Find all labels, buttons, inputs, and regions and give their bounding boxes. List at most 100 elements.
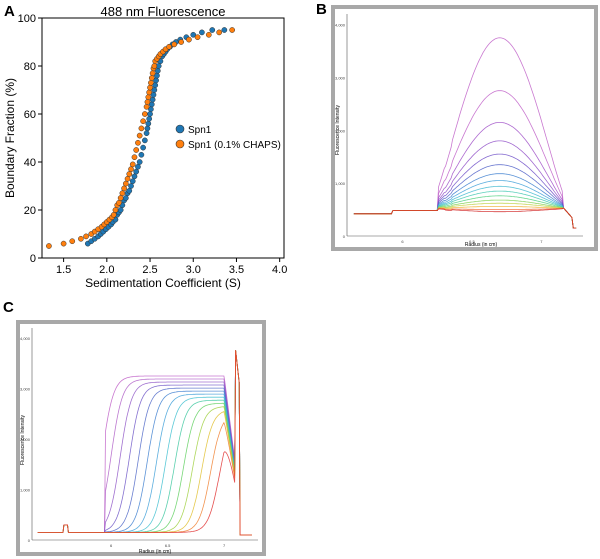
panel-c-y-axis-label: Fluorescence Intensity bbox=[20, 414, 26, 465]
panel-a-y-ticks: 0 20 40 60 80 100 bbox=[18, 13, 42, 265]
panel-a-point-spn1 bbox=[117, 207, 124, 213]
panel-a-point-spn1-chaps bbox=[116, 199, 122, 206]
panel-a-point-spn1-chaps bbox=[126, 171, 133, 177]
panel-c-x-tick-label: 6 bbox=[110, 543, 113, 548]
panel-a-point-spn1-chaps bbox=[143, 103, 150, 110]
panel-a-point-spn1 bbox=[209, 27, 216, 33]
panel-a-point-spn1-chaps bbox=[194, 34, 201, 41]
panel-b-axes: 0 1,000 2,000 3,000 4,000 6 6.5 7 bbox=[335, 14, 583, 244]
panel-a-point-spn1 bbox=[143, 130, 150, 137]
panel-c-y-tick-label: 3,000 bbox=[20, 387, 31, 392]
panel-c-x-axis-label: Radius (in cm) bbox=[139, 549, 172, 555]
panel-a-point-spn1-chaps bbox=[131, 154, 138, 161]
panel-a-point-spn1 bbox=[128, 183, 134, 189]
panel-a-point-spn1-chaps bbox=[229, 27, 235, 33]
panel-a-point-spn1 bbox=[135, 163, 141, 170]
panel-c-letter: C bbox=[3, 299, 14, 316]
panel-a-y-axis-label: Boundary Fraction (%) bbox=[3, 78, 17, 198]
panel-a-point-spn1-chaps bbox=[60, 240, 67, 247]
legend-label-spn1: Spn1 bbox=[188, 125, 212, 136]
panel-c-x-tick-label: 6.5 bbox=[165, 543, 171, 548]
panel-a-point-spn1-chaps bbox=[140, 118, 146, 125]
panel-a-point-spn1-chaps bbox=[145, 94, 152, 101]
panel-a-point-spn1-chaps bbox=[146, 89, 153, 96]
panel-a-points bbox=[46, 27, 235, 249]
panel-a-point-spn1 bbox=[190, 31, 197, 38]
panel-a-x-tick-label: 3.5 bbox=[229, 264, 244, 276]
panel-a-letter: A bbox=[4, 3, 15, 20]
panel-a-y-tick-label: 100 bbox=[18, 13, 36, 25]
panel-c-y-tick-label: 2,000 bbox=[20, 437, 31, 442]
panel-a-y-tick-label: 20 bbox=[24, 205, 36, 217]
panel-b-x-tick-label: 7 bbox=[540, 239, 543, 244]
panel-a-point-spn1-chaps bbox=[117, 195, 124, 201]
panel-c-scans bbox=[37, 350, 252, 536]
panel-a-point-spn1-chaps bbox=[46, 243, 52, 249]
panel-b-x-tick-label: 6 bbox=[401, 239, 404, 244]
panel-a-x-tick-label: 2.5 bbox=[142, 264, 157, 276]
panel-a-point-spn1-chaps bbox=[112, 207, 119, 213]
panel-a-point-spn1-chaps bbox=[135, 139, 141, 146]
panel-a-point-spn1-chaps bbox=[142, 111, 148, 117]
panel-a-point-spn1 bbox=[136, 159, 143, 165]
panel-a-point-spn1-chaps bbox=[110, 211, 117, 218]
panel-a-point-spn1-chaps bbox=[149, 70, 156, 77]
panel-a-title: 488 nm Fluorescence bbox=[100, 4, 225, 19]
panel-a-point-spn1-chaps bbox=[144, 99, 151, 105]
panel-c-scan-line bbox=[37, 350, 252, 536]
panel-a-point-spn1 bbox=[147, 111, 153, 117]
panel-a-point-spn1-chaps bbox=[133, 147, 140, 153]
panel-c-y-tick-label: 1,000 bbox=[20, 488, 31, 493]
legend-marker-spn1-chaps bbox=[175, 139, 185, 149]
panel-a-point-spn1-chaps bbox=[148, 79, 154, 86]
panel-a-point-spn1-chaps bbox=[171, 41, 178, 48]
panel-a-point-spn1-chaps bbox=[122, 180, 129, 187]
panel-a-legend: Spn1 Spn1 (0.1% CHAPS) bbox=[175, 124, 281, 151]
panel-a-point-spn1-chaps bbox=[216, 29, 223, 36]
panel-a-point-spn1-chaps bbox=[129, 161, 136, 168]
panel-a-point-spn1-chaps bbox=[83, 233, 89, 240]
panel-b-letter: B bbox=[316, 1, 327, 18]
panel-a-point-spn1 bbox=[129, 178, 136, 185]
panel-b-y-tick-label: 2,000 bbox=[335, 128, 346, 133]
panel-a-point-spn1-chaps bbox=[178, 39, 184, 45]
panel-c-x-tick-label: 7 bbox=[223, 543, 226, 548]
panel-a-y-tick-label: 60 bbox=[24, 109, 36, 121]
panel-b-x-tick-label: 6.5 bbox=[469, 239, 475, 244]
panel-a-point-spn1-chaps bbox=[166, 43, 172, 50]
legend-label-spn1-chaps: Spn1 (0.1% CHAPS) bbox=[188, 140, 281, 151]
panel-a-point-spn1-chaps bbox=[186, 36, 192, 43]
panel-a-point-spn1-chaps bbox=[151, 63, 158, 69]
panel-c-y-tick-label: 4,000 bbox=[20, 336, 31, 341]
panel-c-plot-area bbox=[20, 324, 262, 552]
panel-c-axes: 0 1,000 2,000 3,000 4,000 6 6.5 7 bbox=[20, 328, 258, 548]
panel-a-point-spn1 bbox=[122, 195, 129, 201]
panel-a-point-spn1 bbox=[145, 120, 152, 127]
panel-a-point-spn1-chaps bbox=[138, 125, 145, 132]
panel-a-point-spn1-chaps bbox=[78, 235, 84, 242]
panel-b-y-axis-label: Fluorescence Intensity bbox=[335, 104, 341, 155]
panel-a-x-tick-label: 1.5 bbox=[56, 264, 71, 276]
panel-a-x-tick-label: 3.0 bbox=[186, 264, 201, 276]
panel-a-point-spn1-chaps bbox=[69, 238, 76, 245]
panel-a-point-spn1 bbox=[140, 144, 146, 151]
panel-a-y-tick-label: 80 bbox=[24, 61, 36, 73]
panel-a-point-spn1-chaps bbox=[124, 175, 131, 182]
panel-a-point-spn1 bbox=[133, 168, 140, 175]
panel-a-x-ticks: 1.5 2.0 2.5 3.0 3.5 4.0 bbox=[56, 258, 287, 276]
panel-c-y-tick-label: 0 bbox=[28, 538, 31, 543]
panel-a-point-spn1 bbox=[131, 173, 138, 180]
panel-a-point-spn1-chaps bbox=[136, 132, 143, 139]
panel-a-y-tick-label: 40 bbox=[24, 157, 36, 169]
panel-a-point-spn1-chaps bbox=[121, 185, 127, 192]
panel-b-scans bbox=[353, 37, 577, 229]
panel-a-x-tick-label: 4.0 bbox=[272, 264, 287, 276]
panel-a-point-spn1 bbox=[146, 115, 153, 122]
panel-b-y-tick-label: 4,000 bbox=[335, 23, 346, 28]
panel-a-point-spn1-chaps bbox=[119, 190, 126, 197]
panel-b-y-tick-label: 0 bbox=[343, 234, 346, 239]
panel-a-point-spn1 bbox=[144, 125, 151, 132]
panel-b-y-tick-label: 3,000 bbox=[335, 75, 346, 80]
panel-a-point-spn1 bbox=[142, 137, 148, 144]
